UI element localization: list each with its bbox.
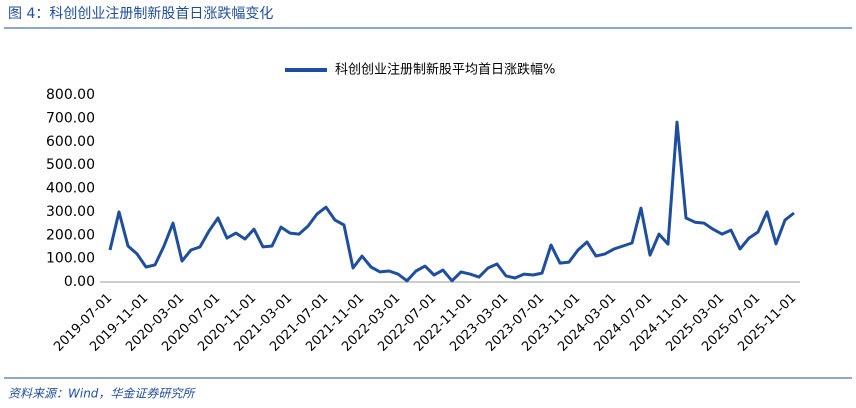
legend-label: 科创创业注册制新股平均首日涨跌幅% <box>335 62 555 78</box>
y-tick-label: 700.00 <box>46 110 95 126</box>
y-tick-label: 600.00 <box>46 134 95 150</box>
y-tick-label: 100.00 <box>46 251 95 267</box>
y-tick-label: 500.00 <box>46 157 95 173</box>
y-tick-label: 800.00 <box>46 87 95 103</box>
y-tick-label: 400.00 <box>46 181 95 197</box>
y-tick-label: 200.00 <box>46 227 95 243</box>
figure-title: 图 4：科创创业注册制新股首日涨跌幅变化 <box>8 6 273 22</box>
y-tick-label: 0.00 <box>64 274 95 290</box>
data-line <box>108 120 795 283</box>
source-note: 资料来源：Wind，华金证券研究所 <box>8 387 196 401</box>
y-tick-label: 300.00 <box>46 204 95 220</box>
